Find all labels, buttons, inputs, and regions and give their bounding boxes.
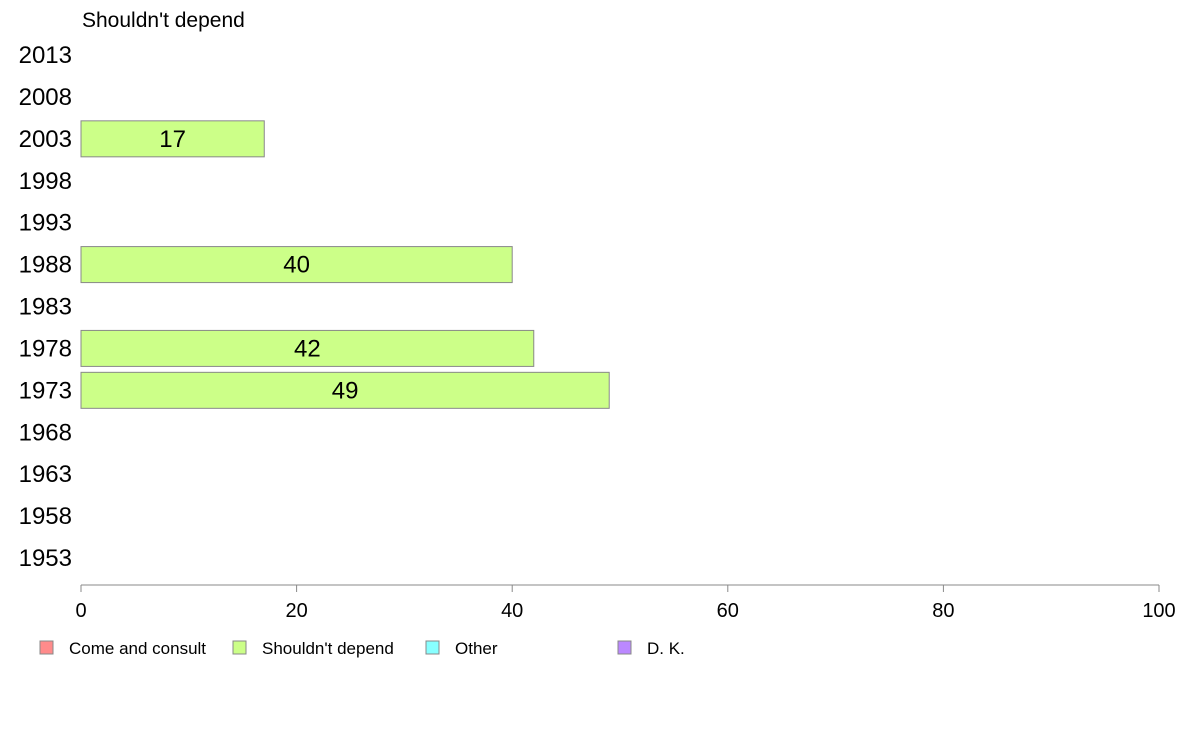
chart-title: Shouldn't depend [82,9,245,32]
x-axis: 0 20 40 60 80 100 [75,584,1176,622]
bar [80,120,265,158]
legend-swatch [617,640,632,655]
category-label: 1953 [19,545,72,572]
bar [80,246,513,284]
bars [80,120,610,409]
category-label: 1983 [19,294,72,321]
bar-value-label: 40 [283,252,310,279]
x-tick-label: 100 [1142,600,1175,622]
legend-swatch [39,640,54,655]
x-tick-label: 40 [501,600,523,622]
legend: Come and consult Shouldn't depend Other D. … [39,639,685,658]
x-tick-label: 20 [285,600,307,622]
bar [80,371,610,409]
bar-value-label: 49 [332,377,359,404]
category-label: 1963 [19,461,72,488]
x-tick-label: 0 [75,600,86,622]
category-label: 1958 [19,503,72,530]
category-label: 1988 [19,252,72,279]
category-label: 1968 [19,419,72,446]
x-tick-label: 80 [932,600,954,622]
bar-value-label: 17 [159,126,186,153]
legend-swatch [232,640,247,655]
category-label: 2008 [19,84,72,111]
legend-label: Come and consult [69,639,206,658]
x-tick-label: 60 [717,600,739,622]
category-label: 1978 [19,335,72,362]
category-label: 2003 [19,126,72,153]
category-label: 2013 [19,42,72,69]
category-label: 1998 [19,168,72,195]
bar [80,329,535,367]
category-label: 1993 [19,210,72,237]
category-labels: 1953 1958 1963 1968 1973 1978 1983 1988 1993 1998… [19,42,72,572]
bar-value-label: 42 [294,335,321,362]
legend-label: Other [455,639,498,658]
value-labels: 49 42 40 17 [159,126,358,405]
legend-swatch [425,640,440,655]
legend-label: Shouldn't depend [262,639,394,658]
category-label: 1973 [19,377,72,404]
legend-label: D. K. [647,639,685,658]
